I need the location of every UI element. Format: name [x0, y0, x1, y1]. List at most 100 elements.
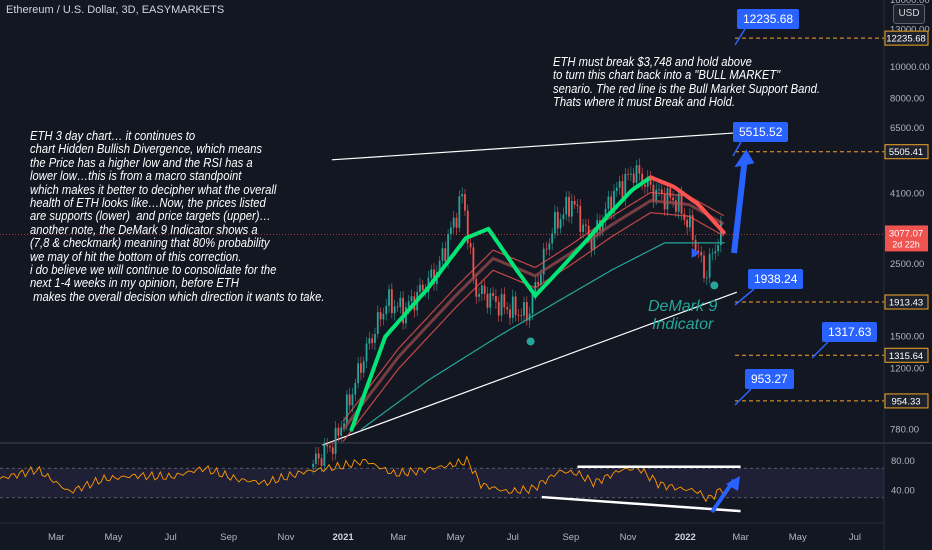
candle-body — [579, 205, 582, 232]
candle-body — [320, 458, 323, 466]
demark-annotation: DeMark 9 Indicator — [648, 298, 718, 333]
candle-body — [666, 188, 669, 210]
support-callout-953[interactable]: 953.27 — [745, 369, 794, 389]
candle-body — [340, 427, 343, 436]
price-axis-tick-8: 1200.00 — [890, 363, 924, 374]
candle-body — [672, 197, 674, 201]
candle-body — [559, 219, 562, 229]
candle-body — [447, 234, 449, 262]
candle-body — [708, 254, 711, 278]
candle-body — [674, 200, 677, 212]
candle-body — [554, 212, 556, 234]
candle-body — [483, 285, 486, 294]
ema-band-mid — [341, 199, 725, 431]
price-level-badge-4 — [884, 393, 929, 409]
callout-connector-4 — [734, 388, 752, 406]
candle-body — [461, 194, 464, 197]
rsi-line — [0, 455, 724, 503]
candle-body — [317, 453, 320, 459]
candle-body — [641, 173, 644, 185]
candle-body — [649, 176, 652, 185]
candle-body — [419, 284, 421, 292]
callout-connector-0 — [734, 28, 746, 46]
callout-connector-1 — [732, 141, 742, 157]
currency-button[interactable]: USD — [893, 4, 925, 24]
candle-body — [700, 252, 703, 256]
time-axis-label-12: Mar — [732, 532, 748, 543]
candle-body — [433, 269, 435, 284]
time-axis-label-4: Nov — [277, 532, 294, 543]
candle-body — [646, 176, 649, 187]
candle-body — [472, 247, 475, 280]
candle-body — [632, 173, 635, 183]
time-axis-label-6: Mar — [390, 532, 406, 543]
price-axis-tick-4: 6500.00 — [890, 123, 924, 134]
top-annotation: ETH must break $3,748 and hold above to … — [553, 55, 821, 110]
channel-lower-line — [322, 291, 738, 446]
candle-body — [371, 338, 374, 343]
candle-body — [719, 220, 722, 246]
candle-body — [537, 282, 539, 285]
candle-body — [534, 282, 537, 295]
support-callout-1317[interactable]: 1317.63 — [822, 322, 878, 342]
candle-body — [444, 248, 447, 262]
target-callout-12235[interactable]: 12235.68 — [737, 9, 800, 29]
time-axis-label-11: 2022 — [675, 532, 696, 543]
candle-body — [618, 181, 621, 188]
ema-band-lower — [342, 211, 724, 442]
candle-body — [601, 220, 604, 231]
current-price-countdown: 2d 22h — [892, 239, 920, 249]
candle-body — [568, 196, 570, 217]
candle-body — [644, 184, 646, 187]
candle-body — [495, 296, 497, 302]
target-callout-5515[interactable]: 5515.52 — [733, 122, 789, 142]
candle-body — [312, 463, 315, 467]
support-callout-1938[interactable]: 1938.24 — [748, 269, 804, 289]
price-axis-tick-7: 1500.00 — [890, 332, 924, 343]
demark-check-icon-1 — [710, 281, 719, 290]
bull-market-support-band — [349, 175, 652, 432]
price-level-label-4: 954.33 — [891, 396, 920, 407]
candle-body — [689, 215, 691, 228]
candle-body — [660, 189, 663, 194]
projection-arrow-shaft — [731, 162, 748, 254]
sma-line — [360, 242, 725, 431]
time-axis-label-9: Sep — [562, 532, 579, 543]
demark-check-icon-0 — [526, 337, 535, 346]
candle-body — [452, 217, 455, 228]
candle-body — [368, 338, 371, 344]
candle-body — [376, 312, 379, 334]
candle-body — [365, 343, 368, 362]
time-axis-label-1: May — [104, 532, 122, 543]
candle-body — [354, 383, 357, 395]
candle-body — [486, 293, 489, 308]
candle-body — [421, 284, 424, 291]
candle-body — [334, 427, 337, 454]
candle-body — [374, 333, 376, 343]
candle-body — [604, 208, 607, 221]
candle-body — [562, 214, 565, 220]
candle-body — [438, 260, 441, 273]
candle-body — [402, 297, 404, 324]
rsi-axis-tick-1: 40.00 — [891, 485, 915, 496]
candle-body — [458, 196, 461, 228]
price-level-badge-1 — [884, 144, 929, 160]
candle-body — [379, 312, 382, 320]
candle-body — [658, 189, 660, 191]
candle-body — [629, 173, 632, 175]
candle-body — [610, 196, 613, 213]
candle-body — [475, 279, 478, 297]
price-axis-tick-2: 10000.00 — [890, 62, 930, 73]
candle-body — [638, 165, 641, 174]
candle-body — [691, 215, 694, 240]
price-axis-tick-9: 780.00 — [890, 425, 919, 436]
candle-body — [345, 394, 348, 424]
price-axis: 16000.00 13000.00 10000.00 8000.00 6500.00 41… — [884, 0, 930, 436]
candle-body — [385, 305, 388, 315]
candle-body — [326, 444, 329, 447]
candle-body — [503, 294, 506, 308]
time-axis: Mar May Jul Sep Nov 2021 Mar May Jul Sep Nov 2022 Ma… — [48, 532, 861, 543]
current-price-badge — [885, 225, 928, 252]
projection-arrow-icon — [734, 149, 755, 168]
